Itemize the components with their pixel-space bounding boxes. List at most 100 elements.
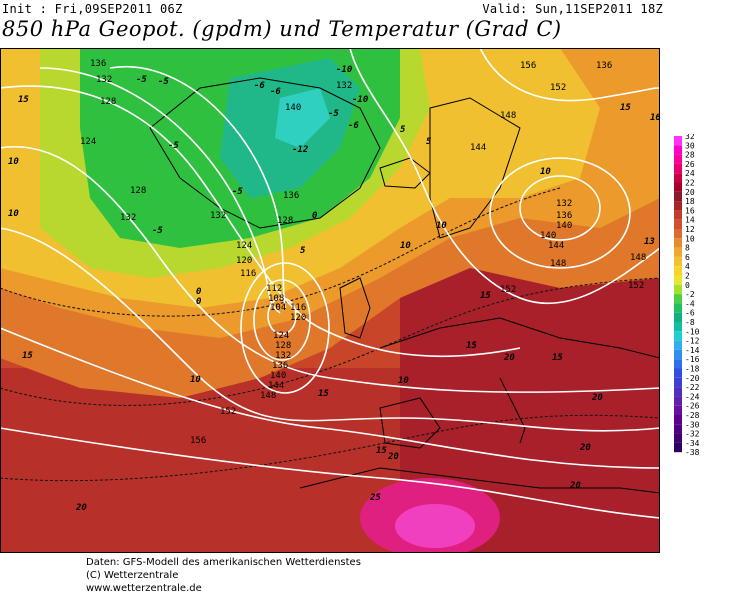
geopot-label: 128 — [277, 216, 293, 226]
temp-label: -6 — [270, 87, 281, 97]
temp-hot-core-inner — [395, 504, 475, 548]
legend-tick: 10 — [685, 234, 695, 243]
legend-swatch — [674, 377, 682, 388]
legend-swatch — [674, 322, 682, 332]
geopot-line — [0, 85, 521, 358]
geopot-label: 140 — [285, 103, 301, 113]
legend-tick: -12 — [685, 337, 700, 346]
legend-swatch — [674, 433, 682, 443]
legend-swatch — [674, 136, 682, 146]
legend-tick: -26 — [685, 402, 700, 411]
legend-swatch — [674, 201, 682, 211]
temp-label: 5 — [400, 125, 406, 135]
geopot-label: 148 — [260, 391, 276, 401]
legend-tick: 12 — [685, 225, 695, 234]
legend-swatch — [674, 405, 682, 415]
legend-swatch — [674, 415, 682, 425]
temp-label: 0 — [196, 287, 202, 297]
geopot-label: 140 — [270, 371, 286, 381]
isotherm — [0, 187, 561, 317]
geopot-label: 152 — [550, 83, 566, 93]
temp-label: -10 — [352, 95, 369, 105]
temp-label: -5 — [328, 109, 339, 119]
chart-title: 850 hPa Geopot. (gpdm) und Temperatur (G… — [2, 17, 562, 41]
temp-label: 0 — [196, 297, 202, 307]
legend-tick: -14 — [685, 346, 700, 355]
legend-swatch — [674, 331, 682, 341]
coast-europe — [379, 317, 660, 359]
geopot-label: 140 — [540, 231, 556, 241]
legend-tick: 32 — [685, 134, 695, 141]
geopot-label: 140 — [556, 221, 572, 231]
legend-tick: 8 — [685, 244, 690, 253]
geopot-label: 116 — [240, 269, 256, 279]
coast-italy — [499, 377, 526, 444]
temp-label: 15 — [18, 95, 29, 105]
geopot-label: 120 — [236, 256, 252, 266]
temp-label: 15 — [466, 341, 477, 351]
geopot-line — [109, 65, 286, 309]
legend-swatch — [674, 368, 682, 378]
temp-label: 13 — [644, 237, 655, 247]
legend-swatch — [674, 284, 682, 295]
legend-swatch — [674, 442, 682, 453]
legend-tick: 28 — [685, 151, 695, 160]
low-ring — [253, 279, 311, 361]
geopot-line — [479, 48, 660, 102]
legend-tick: 30 — [685, 141, 695, 150]
valid-time: Valid: Sun,11SEP2011 18Z — [482, 2, 663, 16]
legend-swatch — [674, 312, 682, 322]
geopot-label: 132 — [556, 199, 572, 209]
temp-label: 15 — [552, 353, 563, 363]
footer-source: Daten: GFS-Modell des amerikanischen Wet… — [86, 557, 361, 568]
temp-label: 10 — [400, 241, 411, 251]
geopot-label: 132 — [120, 213, 136, 223]
footer: Daten: GFS-Modell des amerikanischen Wet… — [86, 556, 361, 595]
coast-africa — [299, 467, 660, 494]
temp-label: -12 — [292, 145, 308, 155]
geopot-label: 132 — [275, 351, 291, 361]
temp-label: 10 — [190, 375, 201, 385]
geopot-label: 148 — [500, 111, 516, 121]
temp-label: 16 — [650, 113, 660, 123]
legend-swatch — [674, 266, 682, 276]
legend-swatch — [674, 247, 682, 257]
geopot-label: 124 — [273, 331, 289, 341]
temp-label: 10 — [8, 157, 19, 167]
geopot-label: 128 — [130, 186, 146, 196]
temp-label: 0 — [312, 211, 318, 221]
legend-tick: -2 — [685, 290, 695, 299]
geopot-label: 152 — [220, 407, 236, 417]
geopot-label: 136 — [90, 59, 106, 69]
temp-field-east — [400, 228, 660, 553]
geopot-label: 136 — [283, 191, 299, 201]
temp-label: 15 — [620, 103, 631, 113]
footer-copyright: (C) Wetterzentrale — [86, 570, 179, 581]
legend-tick: 22 — [685, 179, 695, 188]
legend-swatch — [674, 154, 682, 164]
legend-swatch — [674, 219, 682, 229]
legend-tick: -24 — [685, 392, 700, 401]
legend-swatch — [674, 145, 682, 155]
legend-tick: -32 — [685, 430, 700, 439]
legend-swatch — [674, 294, 682, 304]
temp-label: -6 — [254, 81, 265, 91]
temp-label: -6 — [348, 121, 359, 131]
temp-label: -10 — [336, 65, 353, 75]
footer-url[interactable]: www.wetterzentrale.de — [86, 583, 202, 594]
legend-swatches — [674, 136, 682, 453]
legend-tick: 2 — [685, 272, 690, 281]
legend-tick: -28 — [685, 411, 700, 420]
geopot-line — [0, 227, 660, 432]
geopot-label: 124 — [236, 241, 252, 251]
legend-swatch — [674, 256, 682, 267]
temp-label: 15 — [480, 291, 491, 301]
temp-label: 10 — [436, 221, 447, 231]
coast-iceland — [379, 157, 431, 189]
legend-tick: -8 — [685, 318, 695, 327]
temp-label: -5 — [136, 75, 147, 85]
coast-greenland — [149, 77, 381, 229]
legend-tick: -34 — [685, 439, 700, 448]
isotherm — [0, 414, 660, 482]
color-legend: 32302826242220181614121086420-2-4-6-8-10… — [674, 134, 700, 457]
